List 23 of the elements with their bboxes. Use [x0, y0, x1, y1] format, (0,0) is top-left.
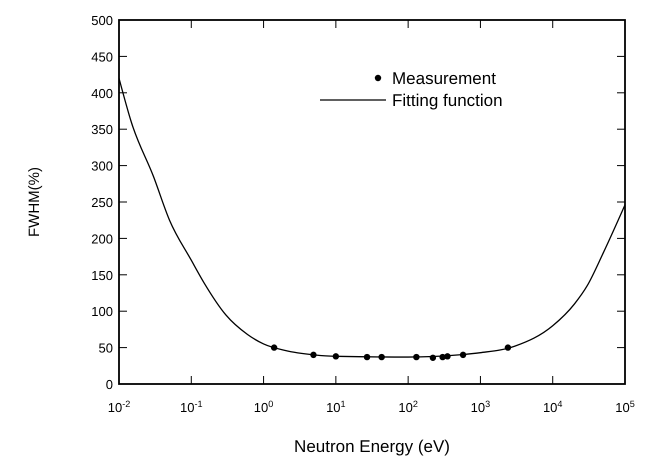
y-tick-label: 150: [91, 268, 113, 283]
y-tick-label: 200: [91, 231, 113, 246]
x-tick-label: 10$^{0}$: [254, 399, 274, 415]
y-tick-label: 250: [91, 195, 113, 210]
x-tick-label: 10$^{1}$: [326, 399, 346, 415]
legend-label: Fitting function: [392, 91, 503, 110]
y-tick-label: 0: [106, 377, 113, 392]
y-tick-label: 500: [91, 13, 113, 28]
y-axis-title: FWHM(%): [26, 167, 43, 237]
y-tick-label: 400: [91, 86, 113, 101]
x-tick-label: 10$^{3}$: [470, 399, 490, 415]
y-tick-label: 50: [98, 340, 113, 356]
legend-label: Measurement: [392, 69, 496, 88]
y-tick-label: 350: [91, 122, 113, 138]
y-tick-label: 300: [91, 158, 113, 174]
x-tick-label: 10$^{5}$: [615, 399, 635, 415]
x-axis-title: Neutron Energy (eV): [294, 437, 450, 456]
y-tick-label: 100: [91, 304, 113, 320]
y-tick-label: 450: [91, 49, 113, 64]
x-tick-label: 10$^{4}$: [542, 399, 562, 415]
x-tick-label: 10$^{2}$: [398, 399, 418, 415]
x-tick-label: 10$^{-2}$: [108, 399, 130, 415]
x-tick-label: 10$^{-1}$: [180, 399, 203, 415]
